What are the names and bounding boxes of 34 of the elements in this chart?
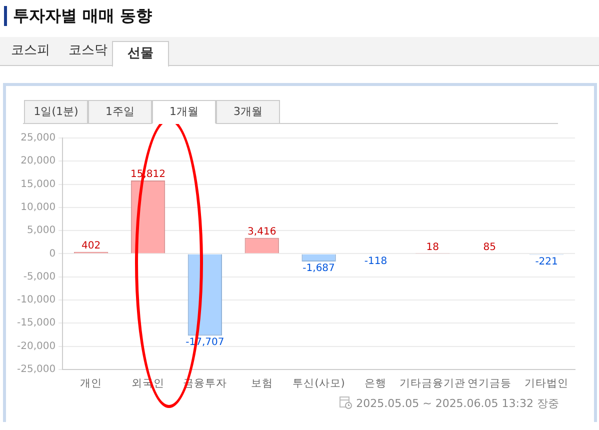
y-tick-label: 15,000 xyxy=(20,178,56,190)
y-tick-label: -15,000 xyxy=(16,318,56,329)
data-label: -1,687 xyxy=(302,263,335,274)
text: 선물 xyxy=(112,41,169,67)
x-tick-label: 기타금융기관 xyxy=(400,377,466,390)
data-label: 3,416 xyxy=(248,226,276,238)
x-tick-label: 투신(사모) xyxy=(292,377,345,390)
x-tick-label: 기타법인 xyxy=(524,377,569,390)
y-tick-label: 20,000 xyxy=(20,156,56,167)
text: 코스닥 xyxy=(68,42,108,60)
x-tick-label: 보험 xyxy=(250,377,273,390)
data-label: 85 xyxy=(483,242,496,253)
y-tick-label: -5,000 xyxy=(23,271,56,282)
y-tick-label: -20,000 xyxy=(16,340,56,352)
text: 1일(1분) xyxy=(24,100,88,124)
text: 코스피 xyxy=(10,42,51,60)
y-tick-label: 0 xyxy=(49,248,56,260)
text: 1주일 xyxy=(88,100,152,124)
data-label: -221 xyxy=(535,256,558,268)
text: 3개월 xyxy=(216,100,280,124)
text: 2025.05.05 ~ 2025.06.05 13:32 장중 xyxy=(356,397,559,410)
y-tick-label: 25,000 xyxy=(20,132,56,144)
x-tick-label: 개인 xyxy=(80,377,102,390)
data-label: -118 xyxy=(364,256,388,267)
y-tick-label: 10,000 xyxy=(20,202,56,214)
text: 1개월 xyxy=(152,100,216,124)
data-label: 18 xyxy=(426,242,440,253)
data-label: 402 xyxy=(82,240,101,252)
chart-title: 투자자별 매매 동향 xyxy=(4,6,152,26)
y-tick-label: -25,000 xyxy=(16,364,56,375)
y-tick-label: 5,000 xyxy=(26,225,56,236)
x-tick-label: 연기금등 xyxy=(468,377,512,390)
y-tick-label: -10,000 xyxy=(16,294,56,306)
x-tick-label: 은행 xyxy=(364,377,387,390)
